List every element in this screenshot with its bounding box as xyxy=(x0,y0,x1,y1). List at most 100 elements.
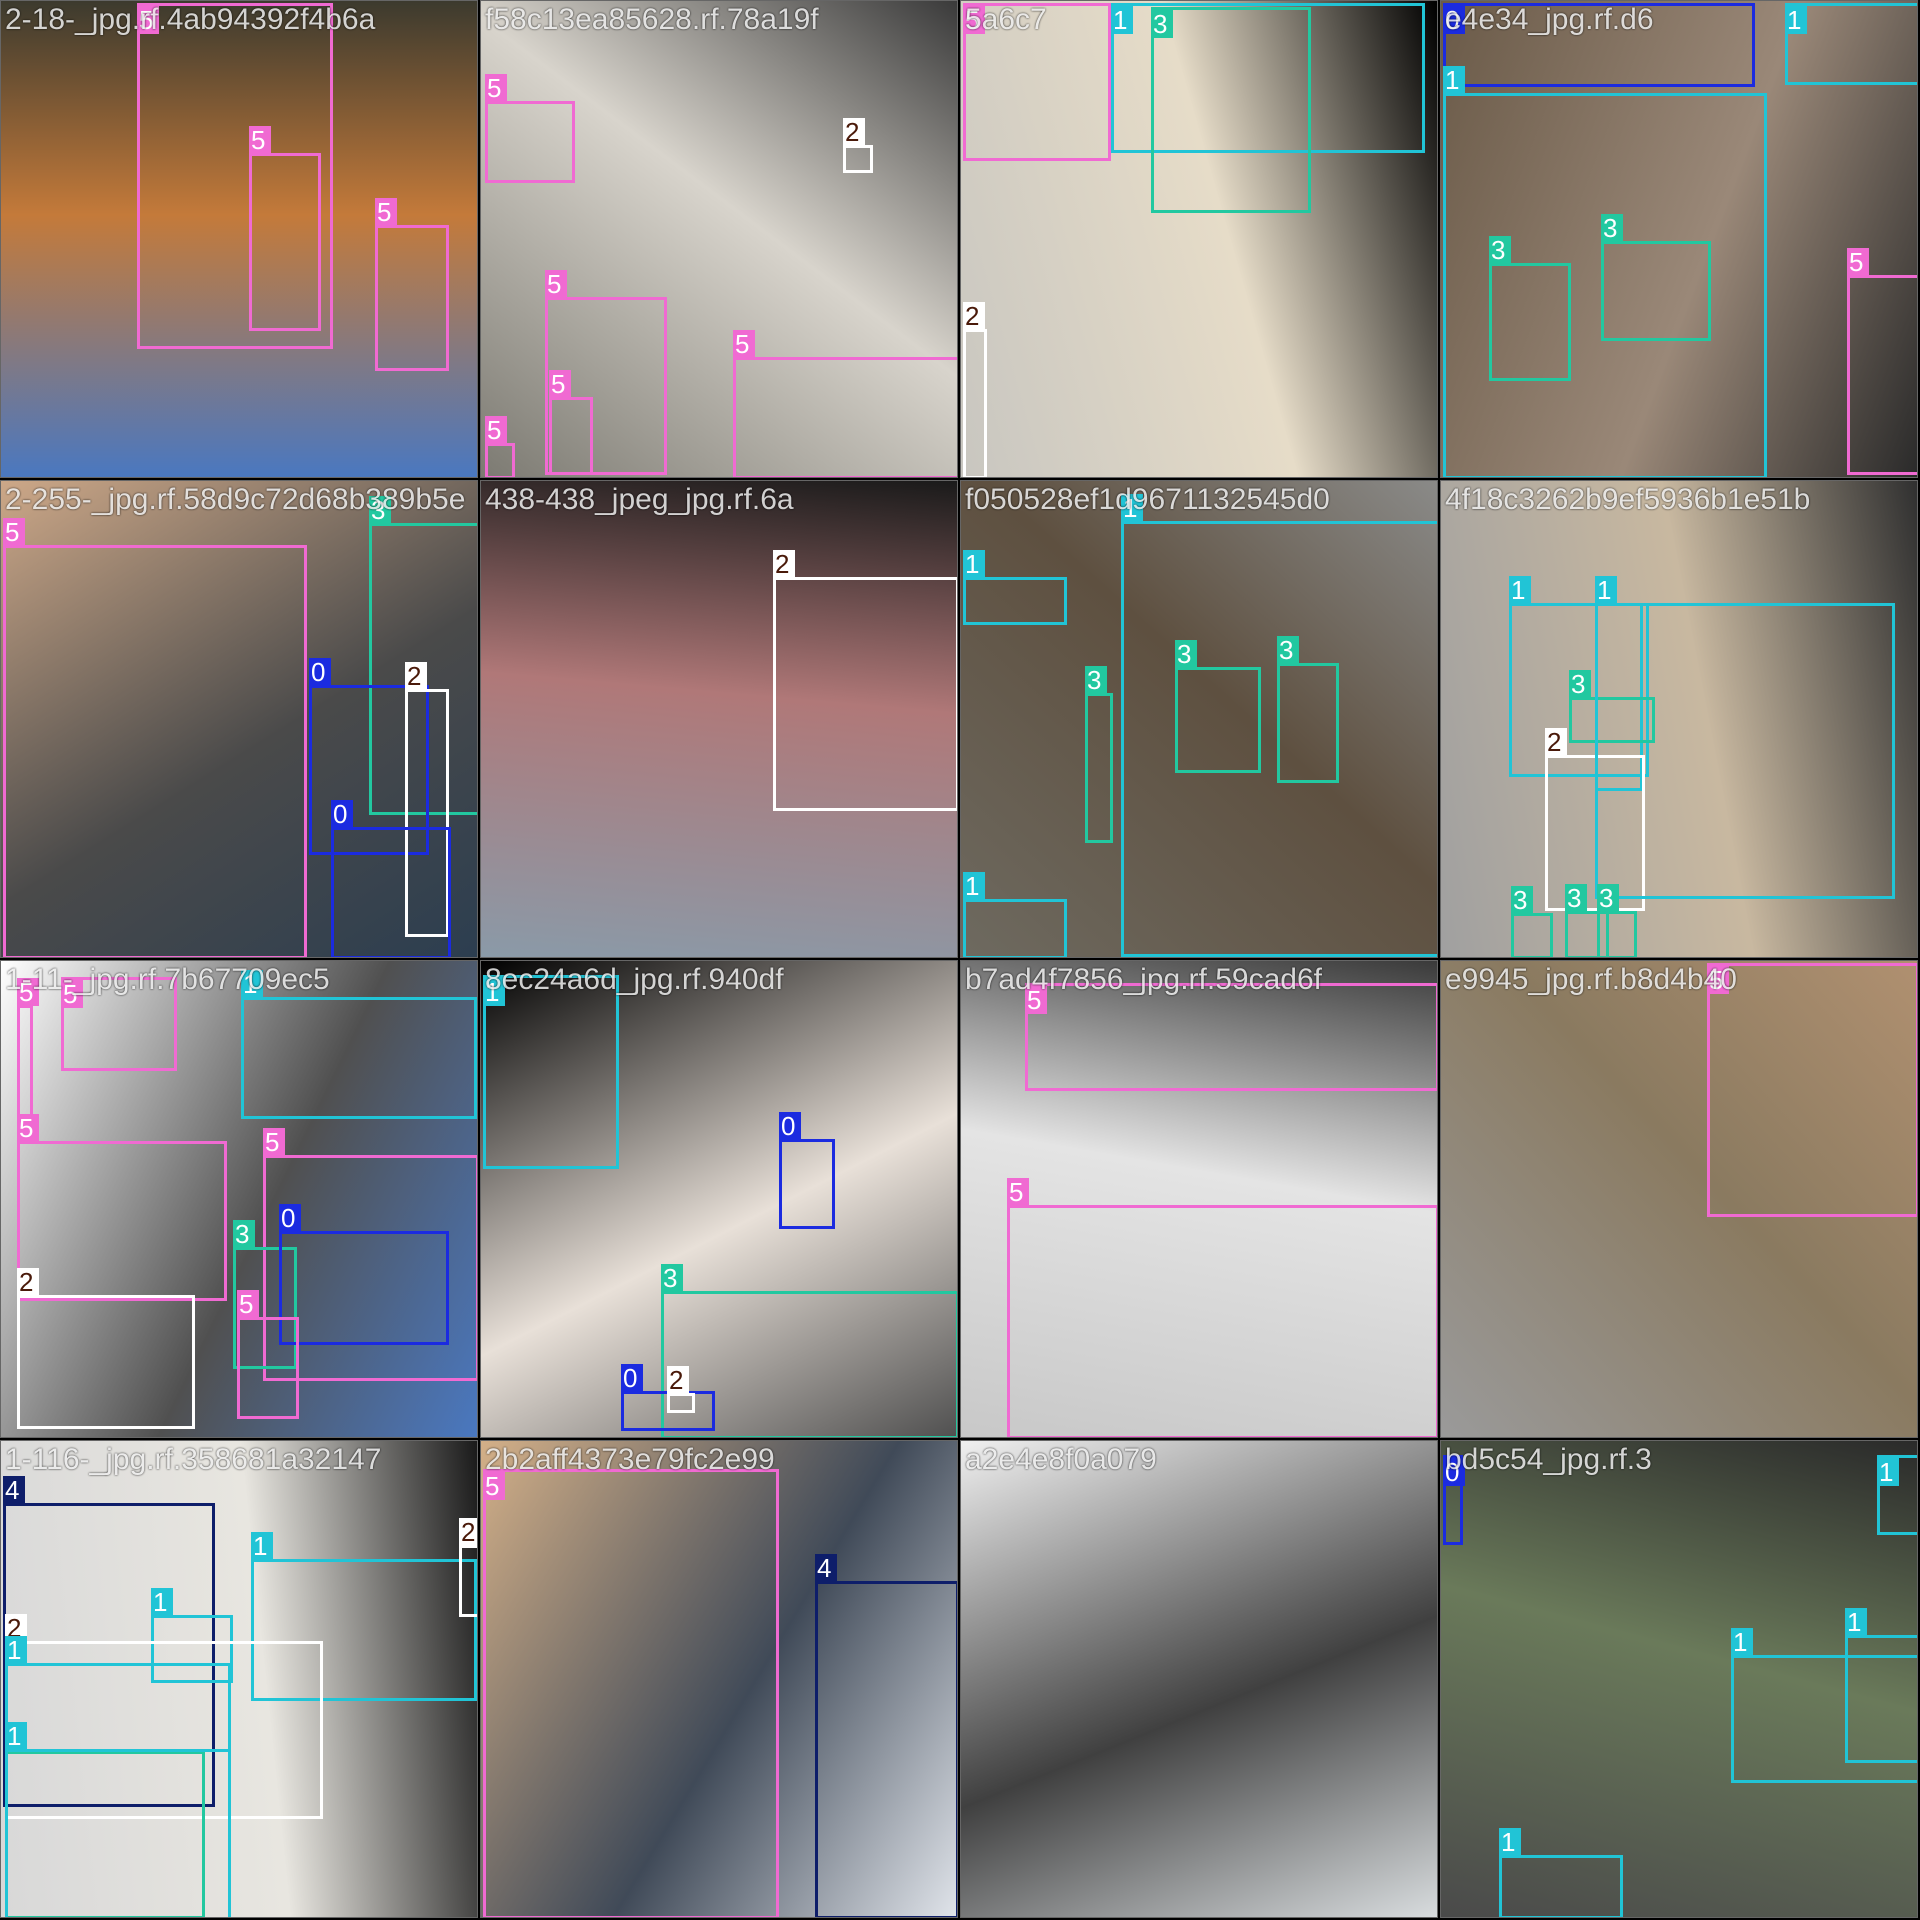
tile-image xyxy=(481,481,957,957)
detection-box-class-3: 3 xyxy=(1565,884,1609,957)
detection-box-class-2: 2 xyxy=(17,1268,195,1429)
class-label: 5 xyxy=(1847,248,1869,276)
detection-box-class-5: 5 xyxy=(61,977,177,1071)
mosaic-tile: 2-18-_jpg.rf.4ab94392f4b6a 5 5 5 xyxy=(0,0,478,478)
detection-box-class-5: 5 xyxy=(263,1128,477,1381)
tile-image xyxy=(1441,961,1917,1437)
tile-filename: e4e34_jpg.rf.d6 xyxy=(1445,3,1654,36)
detection-box-class-4: 4 xyxy=(3,1476,215,1807)
detection-box-class-2: 2 xyxy=(459,1518,477,1617)
tile-filename: 1-11-_jpg.rf.7b67709ec5 xyxy=(5,963,330,996)
class-label: 1 xyxy=(1111,6,1133,34)
detection-box-class-0: 0 xyxy=(1443,3,1755,87)
detection-box-class-1: 1 xyxy=(151,1588,233,1683)
detection-box-class-1: 1 xyxy=(1499,1828,1623,1917)
tile-filename: 4f18c3262b9ef5936b1e51b xyxy=(1445,483,1811,516)
class-label: 5 xyxy=(1007,1178,1029,1206)
class-label: 2 xyxy=(459,1518,477,1546)
mosaic-tile: 1-11-_jpg.rf.7b67709ec5 5 5 5 1 5 3 0 2 5 xyxy=(0,960,478,1438)
class-label: 0 xyxy=(309,658,331,686)
detection-box-class-5: 5 xyxy=(483,1469,779,1917)
class-label: 1 xyxy=(1509,576,1531,604)
detection-box-class-5: 5 xyxy=(549,370,593,475)
detection-box-class-3: 3 xyxy=(1569,670,1655,743)
detection-box-class-0: 0 xyxy=(1443,1455,1465,1545)
detection-box-class-1: 1 xyxy=(963,872,1067,957)
class-label: 3 xyxy=(1085,666,1107,694)
class-label: 0 xyxy=(1443,1458,1465,1486)
detection-box-class-2: 2 xyxy=(963,302,987,477)
mosaic-tile: b7ad4f7856_jpg.rf.59cad6f 5 5 xyxy=(960,960,1438,1438)
class-label: 5 xyxy=(549,370,571,398)
tile-image xyxy=(481,961,957,1437)
mosaic-tile: a2e4e8f0a079 xyxy=(960,1440,1438,1918)
class-label: 3 xyxy=(1175,640,1197,668)
class-label: 1 xyxy=(1595,576,1617,604)
class-label: 3 xyxy=(233,1220,255,1248)
class-label: 1 xyxy=(963,872,985,900)
class-label: 3 xyxy=(1565,884,1587,912)
tile-image xyxy=(961,1441,1437,1917)
detection-box-class-0: 0 xyxy=(309,658,429,855)
class-label: 0 xyxy=(779,1112,801,1140)
mosaic-tile: bd5c54_jpg.rf.3 0 1 1 1 1 xyxy=(1440,1440,1918,1918)
mosaic-tile: e9945_jpg.rf.b8d4b40 5 xyxy=(1440,960,1918,1438)
detection-box-class-3: 3 xyxy=(233,1220,297,1369)
tile-filename: e9945_jpg.rf.b8d4b40 xyxy=(1445,963,1737,996)
detection-box-class-0: 0 xyxy=(279,1204,449,1345)
class-label: 5 xyxy=(375,198,397,226)
tile-filename: a2e4e8f0a079 xyxy=(965,1443,1157,1476)
detection-box-class-3: 3 xyxy=(661,1264,957,1437)
class-label: 2 xyxy=(963,302,985,330)
detection-box-class-1: 1 xyxy=(1443,66,1767,477)
class-label: 4 xyxy=(3,1476,25,1504)
tile-filename: bd5c54_jpg.rf.3 xyxy=(1445,1443,1652,1476)
tile-filename: 1-116-_jpg.rf.358681a32147 xyxy=(5,1443,382,1476)
detection-box-class-3: 3 xyxy=(369,496,477,815)
class-label: 2 xyxy=(1545,728,1567,756)
class-label: 5 xyxy=(963,6,985,34)
class-label: 5 xyxy=(17,1114,39,1142)
class-label: 0 xyxy=(1443,6,1465,34)
detection-box-class-1: 1 xyxy=(1785,3,1917,85)
mosaic-tile: 2b2aff4373e79fc2e99 5 4 xyxy=(480,1440,958,1918)
class-label: 0 xyxy=(331,800,353,828)
class-label: 5 xyxy=(1025,986,1047,1014)
mosaic-tile: f050528ef1d9671132545d0 1 1 3 3 3 1 xyxy=(960,480,1438,958)
tile-filename: 2-255-_jpg.rf.58d9c72d68b389b5e xyxy=(5,483,466,516)
detection-box-class-3: 3 xyxy=(1511,886,1553,957)
mosaic-tile: 5a6c7 5 1 3 2 xyxy=(960,0,1438,478)
detection-box-class-1: 1 xyxy=(1877,1455,1917,1535)
class-label: 1 xyxy=(5,1636,27,1664)
class-label: 5 xyxy=(1707,966,1729,994)
detection-box-class-5: 5 xyxy=(1025,983,1437,1091)
detection-box-class-3: 3 xyxy=(1597,884,1637,957)
class-label: 5 xyxy=(485,74,507,102)
class-label: 5 xyxy=(263,1128,285,1156)
class-label: 1 xyxy=(483,978,505,1006)
class-label: 3 xyxy=(1489,236,1511,264)
detection-box-class-3: 3 xyxy=(1489,236,1571,381)
detection-box-class-5: 5 xyxy=(1007,1178,1437,1437)
detection-box-class-1: 1 xyxy=(1509,576,1649,777)
class-label: 1 xyxy=(1121,494,1143,522)
detection-box-class-2: 2 xyxy=(843,118,873,173)
class-label: 3 xyxy=(1597,884,1619,912)
detection-box-class-5: 5 xyxy=(17,1114,227,1301)
tile-image xyxy=(1441,481,1917,957)
tile-image xyxy=(961,961,1437,1437)
class-label: 1 xyxy=(1443,66,1465,94)
detection-box-class-1: 1 xyxy=(1731,1628,1917,1783)
class-label: 5 xyxy=(249,126,271,154)
class-label: 2 xyxy=(17,1268,39,1296)
mosaic-tile: 2-255-_jpg.rf.58d9c72d68b389b5e 5 3 0 2 0 xyxy=(0,480,478,958)
class-label: 1 xyxy=(963,550,985,578)
class-label: 1 xyxy=(1877,1458,1899,1486)
class-label: 5 xyxy=(3,518,25,546)
detection-box-class-3: 3 xyxy=(1601,214,1711,341)
detection-box-class-1: 1 xyxy=(1595,576,1895,899)
detection-box-class-3: 3 xyxy=(1151,7,1311,213)
detection-box-class-1: 1 xyxy=(251,1532,477,1701)
detection-box-class-5: 5 xyxy=(237,1290,299,1419)
